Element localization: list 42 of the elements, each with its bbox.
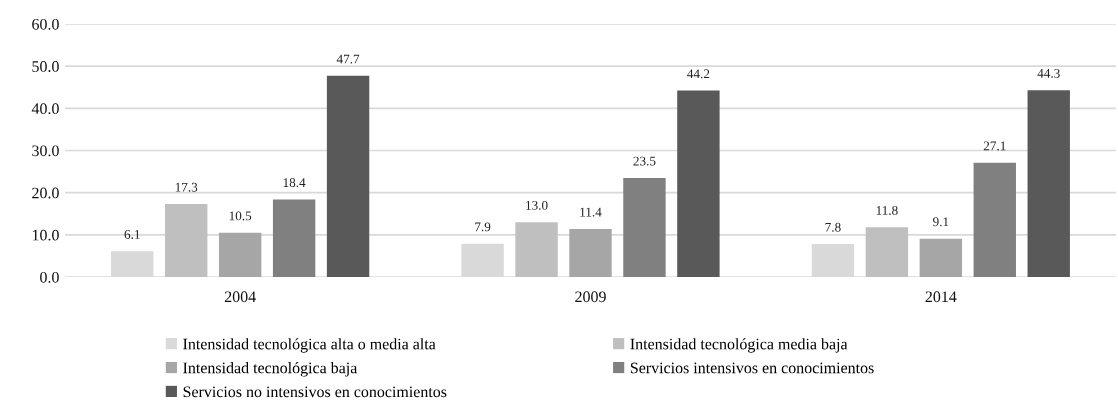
legend-label: Intensidad tecnológica media baja [630,338,848,353]
bar [165,204,208,277]
data-label: 7.8 [825,222,841,232]
data-label: 11.4 [580,207,602,217]
data-label: 44.3 [1037,68,1060,78]
legend-label: Servicios intensivos en conocimientos [630,362,874,374]
data-label: 7.9 [475,222,491,232]
bar [515,222,558,277]
y-tick-label: 10.0 [32,229,59,241]
y-tick-label: 40.0 [31,103,59,115]
bar [919,238,963,277]
x-tick-label: 2014 [925,291,957,303]
legend-label: Intensidad tecnológica alta o media alta [183,338,436,353]
data-label: 6.1 [124,230,140,239]
bar [326,75,370,277]
bar [973,162,1016,277]
data-label: 44.2 [687,69,710,79]
y-tick-label: 20.0 [32,187,59,199]
data-label: 10.5 [229,211,252,221]
bar [1027,90,1070,277]
bar [569,228,612,277]
bar [865,227,909,277]
bar [218,232,262,277]
data-label: 23.5 [633,156,656,166]
y-tick-label: 60.0 [32,18,59,30]
legend-label: Servicios no intensivos en conocimientos [183,386,447,398]
legend-label: Intensidad tecnológica baja [183,362,358,377]
x-tick-label: 2004 [224,291,256,303]
data-label: 27.1 [983,141,1006,151]
data-label: 11.8 [876,205,898,215]
x-tick-label: 2009 [575,291,606,303]
bar [272,199,316,277]
bar [677,90,720,277]
data-label: 47.7 [336,54,360,64]
data-label: 9.1 [933,217,949,227]
data-label: 18.4 [283,178,306,188]
data-label: 13.0 [526,200,548,210]
y-tick-label: 30.0 [32,145,59,157]
y-tick-label: 0.0 [40,271,59,283]
bar [623,177,666,277]
y-tick-label: 50.0 [32,61,59,72]
data-label: 17.3 [175,182,198,192]
